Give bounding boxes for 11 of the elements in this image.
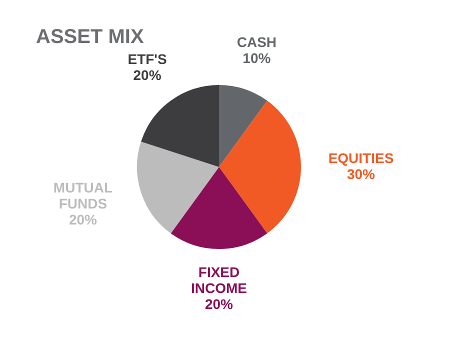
slice-label: MUTUAL FUNDS: [53, 180, 113, 212]
data-label: 20%: [204, 296, 234, 312]
data-label: 30%: [346, 166, 376, 182]
slice-label: ETF'S: [128, 51, 167, 68]
slice-label: FIXED INCOME: [191, 264, 247, 296]
data-label: 10%: [242, 50, 272, 66]
slice-label: CASH: [236, 34, 277, 50]
chart-title: ASSET MIX: [36, 26, 144, 49]
slice-label: EQUITIES: [328, 150, 394, 166]
data-label: 20%: [68, 212, 98, 228]
data-label: 20%: [133, 67, 162, 84]
